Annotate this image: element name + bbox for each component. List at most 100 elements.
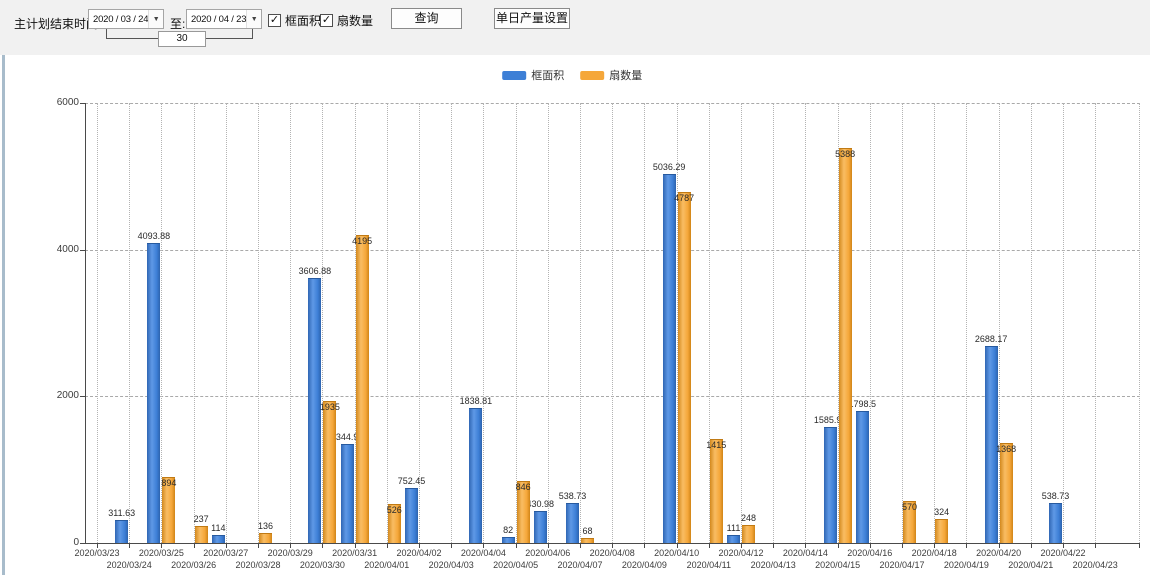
x-axis-tick [869, 544, 871, 548]
bar-fan-count [709, 439, 723, 543]
date-to-dropdown-arrow-icon[interactable]: ▼ [246, 10, 261, 28]
x-gridline [97, 103, 98, 543]
bar-value-label: 2688.17 [974, 333, 1008, 344]
bracket-line-left [106, 29, 107, 39]
x-axis-label: 2020/04/11 [686, 560, 731, 570]
x-gridline [129, 103, 131, 543]
legend-item-1: 扇数量 [580, 67, 642, 83]
x-axis-tick [837, 544, 839, 548]
date-to-picker[interactable]: 2020 / 04 / 23 ▼ [186, 9, 262, 29]
x-axis-tick [805, 544, 807, 548]
x-axis-tick [322, 544, 324, 548]
x-axis-label: 2020/03/23 [74, 548, 120, 558]
bar-frame-area [662, 173, 676, 543]
bar-value-label: 1935 [319, 402, 340, 413]
bar-value-label: 1415 [706, 440, 727, 451]
checkbox-fan-count[interactable]: ✓ 扇数量 [320, 12, 373, 29]
x-axis-tick [354, 544, 356, 548]
x-axis-tick [1095, 544, 1097, 548]
bar-value-label: 311.63 [108, 508, 136, 519]
x-axis-label: 2020/04/08 [589, 548, 635, 558]
x-axis-tick [934, 544, 936, 548]
x-axis-label: 2020/04/10 [654, 548, 700, 558]
legend-swatch-icon [502, 70, 527, 80]
bar-frame-area [855, 411, 869, 543]
x-axis-label: 2020/03/30 [299, 560, 345, 570]
x-gridline [419, 103, 420, 543]
x-gridline [805, 103, 807, 543]
date-from-dropdown-arrow-icon[interactable]: ▼ [148, 10, 163, 28]
y-axis-tick [80, 543, 85, 544]
bar-frame-area [566, 503, 579, 543]
y-axis-tick [80, 396, 85, 398]
bar-frame-area [115, 520, 129, 543]
y-axis-label: 2000 [56, 390, 79, 402]
x-gridline [934, 103, 936, 543]
x-axis-tick [419, 544, 420, 548]
bar-fan-count [677, 191, 691, 543]
x-gridline [644, 103, 646, 543]
x-axis-label: 2020/04/15 [815, 560, 861, 570]
x-axis-tick [225, 544, 227, 548]
x-axis-tick [129, 544, 131, 548]
bar-value-label: 1838.81 [459, 396, 493, 407]
x-gridline [966, 103, 968, 543]
bar-value-label: 237 [193, 513, 209, 524]
x-axis-label: 2020/04/04 [460, 548, 506, 558]
checkbox-fan-count-check-icon[interactable]: ✓ [320, 14, 333, 27]
query-button[interactable]: 查询 [391, 8, 462, 29]
bar-value-label: 111 [726, 522, 741, 533]
x-axis-tick [1139, 544, 1140, 548]
x-gridline [998, 103, 1000, 543]
bar-frame-area [147, 242, 161, 543]
x-axis-tick [451, 544, 453, 548]
x-axis-tick [1063, 544, 1064, 548]
x-axis-line [85, 543, 1140, 544]
date-from-picker[interactable]: 2020 / 03 / 24 ▼ [88, 9, 164, 29]
checkbox-frame-area-check-icon[interactable]: ✓ [268, 14, 281, 27]
legend-item-0: 框面积 [502, 67, 564, 83]
x-gridline [773, 103, 775, 543]
x-axis-tick [290, 544, 292, 548]
span-days-input[interactable]: 30 [158, 31, 206, 47]
x-axis-label: 2020/04/02 [396, 548, 442, 558]
x-axis-tick [998, 544, 1000, 548]
bar-value-label: 4093.88 [137, 230, 171, 241]
x-axis-tick [483, 544, 485, 548]
x-axis-label: 2020/03/25 [138, 548, 184, 558]
daily-output-settings-button[interactable]: 单日产量设置 [494, 8, 570, 29]
bar-fan-count [194, 525, 208, 543]
x-axis-tick [258, 544, 259, 548]
y-axis-label: 0 [73, 537, 79, 548]
x-axis-label: 2020/04/14 [782, 548, 828, 558]
x-axis-tick [612, 544, 614, 548]
x-gridline [837, 103, 839, 543]
x-axis-label: 2020/03/26 [171, 560, 217, 570]
bar-frame-area [211, 534, 225, 543]
x-axis-label: 2020/04/22 [1040, 548, 1086, 558]
bar-fan-count [903, 501, 916, 543]
y-axis-label: 4000 [56, 243, 79, 255]
bar-value-label: 114 [211, 522, 226, 533]
x-axis-tick [741, 544, 742, 548]
bar-value-label: 5388 [835, 148, 856, 159]
x-axis-label: 2020/04/09 [621, 560, 667, 570]
x-gridline [225, 103, 227, 543]
x-gridline [676, 103, 678, 543]
x-axis-tick [1030, 544, 1032, 548]
bar-frame-area [340, 444, 354, 543]
x-gridline [451, 103, 453, 543]
x-gridline [258, 103, 259, 543]
bar-fan-count [838, 147, 852, 543]
bar-value-label: 5036.29 [652, 161, 686, 172]
x-axis-label: 2020/04/17 [879, 560, 925, 570]
x-axis-label: 2020/04/18 [911, 548, 957, 558]
x-axis-label: 2020/03/27 [203, 548, 249, 558]
x-gridline [580, 103, 581, 543]
x-gridline [902, 103, 903, 543]
checkbox-frame-area[interactable]: ✓ 框面积 [268, 12, 321, 29]
legend-label: 扇数量 [609, 70, 643, 82]
x-axis-tick [966, 544, 968, 548]
x-axis-label: 2020/03/29 [267, 548, 313, 558]
